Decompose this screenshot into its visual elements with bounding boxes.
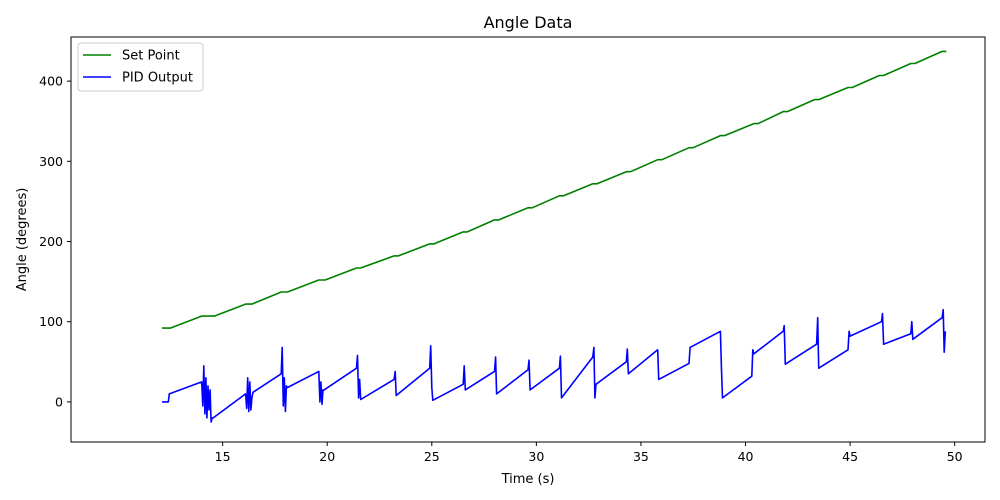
series-line-pid-output: [162, 308, 947, 423]
x-tick-label: 15: [215, 449, 231, 464]
y-tick-label: 400: [39, 74, 63, 89]
plot-frame: [70, 36, 986, 443]
chart-title: Angle Data: [484, 13, 573, 32]
y-tick-label: 100: [39, 314, 63, 329]
x-tick-label: 20: [319, 449, 335, 464]
x-axis-label: Time (s): [501, 472, 555, 487]
series-line-set-point: [162, 50, 947, 329]
y-tick-label: 300: [39, 154, 63, 169]
y-tick-label: 200: [39, 234, 63, 249]
y-axis-label: Angle (degrees): [15, 188, 30, 292]
x-tick-label: 40: [738, 449, 754, 464]
y-tick-label: 0: [55, 394, 63, 409]
legend: Set Point PID Output: [77, 42, 204, 92]
legend-label: PID Output: [122, 71, 193, 86]
y-axis-ticks: 0 100 200 300 400: [39, 74, 71, 409]
x-tick-label: 45: [842, 449, 858, 464]
x-axis-ticks: 15 20 25 30 35 40 45 50: [215, 442, 963, 464]
plot-area: [162, 50, 947, 423]
legend-label: Set Point: [122, 49, 180, 64]
x-tick-label: 35: [633, 449, 649, 464]
x-tick-label: 50: [947, 449, 963, 464]
x-tick-label: 30: [528, 449, 544, 464]
x-tick-label: 25: [424, 449, 440, 464]
